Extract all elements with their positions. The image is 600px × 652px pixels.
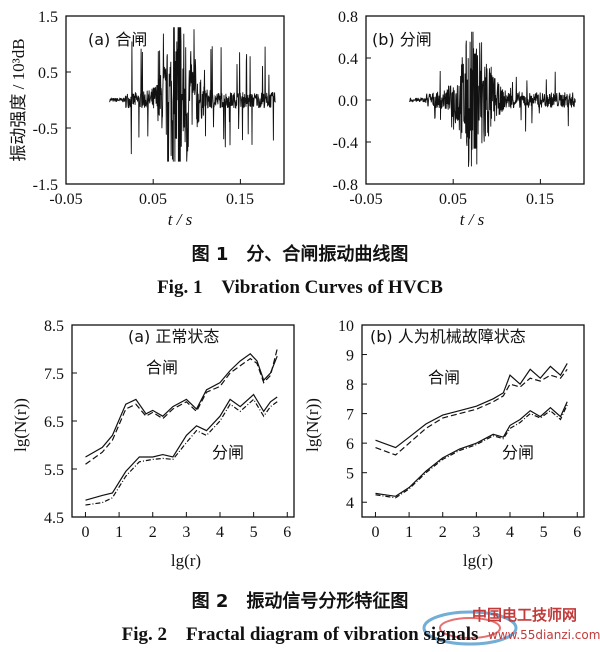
x-axis-label: lg(r) bbox=[463, 551, 493, 570]
x-tick-label: 3 bbox=[182, 524, 190, 541]
y-tick-label: -1.5 bbox=[33, 177, 58, 194]
y-tick-label: 0.4 bbox=[338, 51, 358, 68]
y-tick-label: -0.5 bbox=[33, 121, 58, 138]
panel-label: (b) 人为机械故障状态 bbox=[370, 327, 526, 346]
panel-label: (b) 分闸 bbox=[372, 30, 432, 49]
plot-frame bbox=[65, 15, 285, 185]
x-tick-label: 0.05 bbox=[139, 191, 167, 208]
x-axis-label: t / s bbox=[460, 210, 485, 229]
y-tick-label: 6.5 bbox=[44, 414, 64, 431]
x-tick-label: 0 bbox=[371, 524, 379, 541]
x-tick-label: 4 bbox=[216, 524, 224, 541]
plot-frame bbox=[71, 324, 295, 518]
series-line bbox=[85, 348, 278, 465]
annotation-opening: 分闸 bbox=[212, 443, 244, 462]
watermark-text: 中国电工技师网 bbox=[472, 606, 578, 624]
y-tick-label: 0.5 bbox=[38, 65, 58, 82]
x-tick-label: 2 bbox=[439, 524, 447, 541]
x-tick-label: 0.05 bbox=[439, 191, 467, 208]
y-tick-label: 4 bbox=[346, 495, 354, 512]
plot-panel-2b: (b) 人为机械故障状态 10 9 8 7 6 5 4 0 1 2 3 4 5 6 lg(r) lg(N… bbox=[303, 318, 585, 570]
x-tick-label: 3 bbox=[472, 524, 480, 541]
y-tick-label: 9 bbox=[346, 348, 354, 365]
y-tick-label: 7 bbox=[346, 407, 354, 424]
panel-label: (a) 合闸 bbox=[88, 30, 147, 49]
annotation-closing: 合闸 bbox=[428, 368, 460, 387]
y-tick-label: 10 bbox=[338, 318, 354, 335]
x-tick-label: 1 bbox=[405, 524, 413, 541]
y-tick-label: 0.0 bbox=[338, 93, 358, 110]
x-tick-label: 0 bbox=[81, 524, 89, 541]
y-tick-label: 7.5 bbox=[44, 366, 64, 383]
y-axis-label: 振动强度 / 10³dB bbox=[9, 38, 28, 161]
signal-trace bbox=[409, 31, 576, 167]
x-tick-label: 6 bbox=[573, 524, 581, 541]
figure-2-caption-cn: 图 2 振动信号分形特征图 bbox=[191, 591, 409, 612]
watermark-logo-icon bbox=[422, 610, 518, 646]
series-line bbox=[375, 401, 568, 497]
y-tick-label: 5 bbox=[346, 466, 354, 483]
series-line bbox=[85, 353, 278, 458]
y-tick-label: 8.5 bbox=[44, 318, 64, 335]
plot-panel-1b: (b) 分闸 0.8 0.4 0.0 -0.4 -0.8 -0.05 0.05 … bbox=[333, 9, 585, 229]
series-line bbox=[375, 368, 568, 456]
y-tick-label: -0.4 bbox=[333, 135, 358, 152]
x-tick-label: 2 bbox=[149, 524, 157, 541]
x-tick-label: 0.15 bbox=[526, 191, 554, 208]
y-tick-label: 5.5 bbox=[44, 462, 64, 479]
x-tick-label: 1 bbox=[115, 524, 123, 541]
figure-1-caption-cn: 图 1 分、合闸振动曲线图 bbox=[191, 244, 409, 265]
series-line bbox=[375, 404, 568, 499]
x-tick-label: 5 bbox=[540, 524, 548, 541]
x-tick-label: 6 bbox=[283, 524, 291, 541]
series-line bbox=[375, 363, 568, 449]
plot-panel-1a: (a) 合闸 1.5 0.5 -0.5 -1.5 -0.05 0.05 0.15… bbox=[9, 9, 285, 229]
annotation-closing: 合闸 bbox=[146, 358, 178, 377]
figure-2-caption-en: Fig. 2 Fractal diagram of vibration sign… bbox=[121, 624, 479, 645]
panel-label: (a) 正常状态 bbox=[128, 327, 219, 346]
x-axis-label: t / s bbox=[168, 210, 193, 229]
y-tick-label: 8 bbox=[346, 377, 354, 394]
signal-trace bbox=[109, 27, 276, 162]
plot-frame bbox=[361, 324, 585, 518]
x-tick-label: -0.05 bbox=[349, 191, 382, 208]
y-tick-label: 4.5 bbox=[44, 510, 64, 527]
watermark-url: www.55dianzi.com bbox=[488, 628, 600, 642]
x-tick-label: -0.05 bbox=[49, 191, 82, 208]
y-tick-label: -0.8 bbox=[333, 177, 358, 194]
annotation-opening: 分闸 bbox=[502, 443, 534, 462]
x-tick-label: 0.15 bbox=[226, 191, 254, 208]
y-tick-label: 0.8 bbox=[338, 9, 358, 26]
y-tick-label: 1.5 bbox=[38, 9, 58, 26]
figure-1-caption-en: Fig. 1 Vibration Curves of HVCB bbox=[157, 277, 443, 298]
x-tick-label: 4 bbox=[506, 524, 514, 541]
y-axis-label: lg(N(r)) bbox=[303, 398, 322, 452]
x-axis-label: lg(r) bbox=[171, 551, 201, 570]
x-tick-label: 5 bbox=[250, 524, 258, 541]
y-axis-label: lg(N(r)) bbox=[11, 398, 30, 452]
y-tick-label: 6 bbox=[346, 436, 354, 453]
plot-panel-2a: (a) 正常状态 8.5 7.5 6.5 5.5 4.5 0 1 2 3 4 5 6 lg(… bbox=[11, 318, 295, 570]
series-line bbox=[85, 393, 278, 501]
